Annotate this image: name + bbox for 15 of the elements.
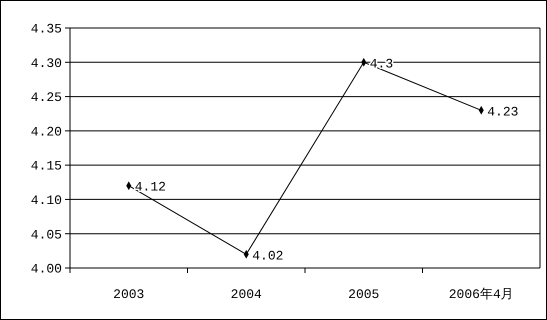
y-tick-label: 4.10 [30, 192, 62, 208]
y-tick-label: 4.20 [30, 124, 62, 140]
x-tick-label: 2004 [230, 287, 262, 302]
x-tick-label: 2003 [113, 287, 144, 302]
x-tick-label: 2006年4月 [448, 287, 514, 302]
y-tick-label: 4.25 [30, 90, 62, 106]
data-label: 4.23 [487, 104, 518, 120]
y-tick-label: 4.35 [30, 22, 62, 37]
y-tick-label: 4.15 [30, 158, 62, 174]
x-tick-label: 2005 [348, 287, 380, 302]
y-tick-label: 4.30 [30, 56, 62, 71]
data-label: 4.02 [252, 248, 284, 264]
data-label: 4.12 [134, 180, 166, 195]
y-tick-label: 4.00 [30, 262, 62, 277]
y-tick-label: 4.05 [30, 227, 62, 242]
